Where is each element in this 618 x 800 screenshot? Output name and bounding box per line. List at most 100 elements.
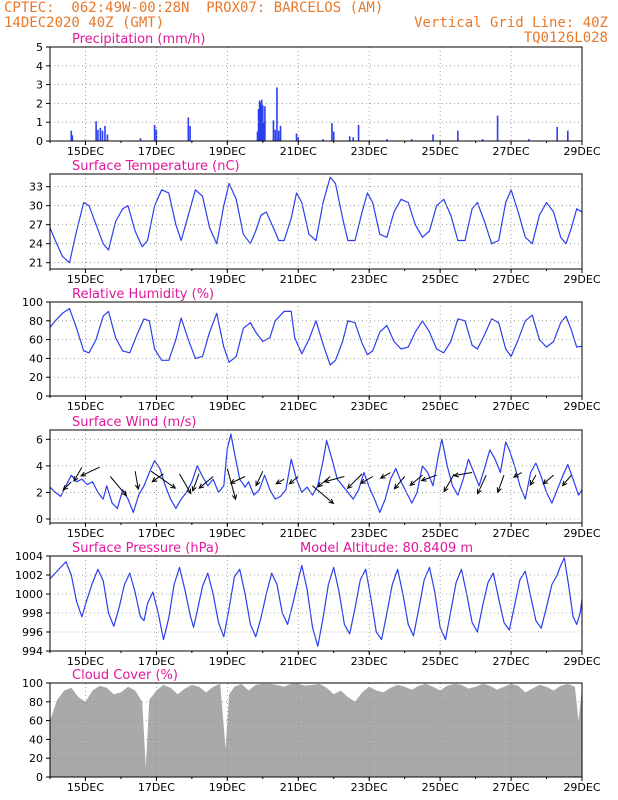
y-tick-label: 100 (22, 677, 43, 690)
precip-bar (262, 105, 264, 141)
cloud-title: Cloud Cover (%) (72, 668, 178, 683)
precip-bar (567, 130, 569, 141)
precip-bar (432, 134, 434, 141)
pres-frame (49, 555, 583, 652)
x-tick-label: 21DEC (280, 781, 317, 794)
precip-bar (279, 125, 282, 141)
x-tick-label: 17DEC (138, 145, 175, 158)
x-tick-label: 29DEC (563, 145, 600, 158)
precip-bar (97, 129, 99, 141)
wind-vector (346, 473, 363, 490)
wind-vector (512, 472, 522, 478)
wind-vector (62, 481, 72, 491)
x-tick-label: 15DEC (67, 655, 104, 668)
precip-bar (187, 117, 190, 141)
x-tick-label: 25DEC (422, 273, 459, 286)
y-tick-label: 80 (29, 315, 43, 328)
wind-vector (443, 473, 455, 493)
temp-frame (49, 173, 583, 270)
precip-bar (357, 125, 360, 141)
y-tick-label: 24 (29, 238, 43, 251)
rh-panel: 0 20 40 60 80 100 15DEC 17DEC 19DEC 21DEC 23DEC 25D… (22, 287, 601, 413)
y-tick-label: 27 (29, 219, 43, 232)
y-tick-label: 994 (22, 645, 43, 658)
pres-line (49, 557, 583, 647)
x-tick-label: 21DEC (280, 145, 317, 158)
precip-bar (496, 115, 499, 141)
x-tick-label: 25DEC (422, 655, 459, 668)
precip-bar (528, 139, 530, 141)
wind-vector (393, 476, 406, 490)
wind-vector (255, 470, 264, 487)
x-tick-label: 23DEC (351, 655, 388, 668)
wind-vector (420, 474, 437, 482)
x-tick-label: 21DEC (280, 273, 317, 286)
temp-panel: 21 24 27 30 33 15DEC 17DEC 19DEC 21DEC 23DEC 25DEC… (29, 159, 601, 286)
x-tick-label: 27DEC (493, 145, 530, 158)
y-tick-label: 1000 (15, 588, 43, 601)
precip-bar (277, 130, 280, 141)
y-tick-label: 60 (29, 334, 43, 347)
wind-title: Surface Wind (m/s) (72, 415, 196, 430)
y-tick-label: 3 (36, 79, 43, 92)
x-tick-label: 27DEC (493, 781, 530, 794)
precip-bar (104, 125, 106, 141)
wind-vector (542, 474, 554, 485)
y-tick-label: 2 (36, 486, 43, 499)
x-tick-label: 15DEC (67, 781, 104, 794)
y-tick-label: 998 (22, 607, 43, 620)
x-tick-label: 15DEC (67, 273, 104, 286)
x-tick-label: 17DEC (138, 781, 175, 794)
cloud-panel: 0 20 40 60 80 100 15DEC 17DEC 19DEC 21DEC 23DEC 25D… (22, 668, 601, 794)
wind-vector (288, 476, 299, 485)
wind-vector (561, 474, 572, 487)
precip-bar (332, 131, 335, 141)
x-tick-label: 19DEC (209, 273, 246, 286)
precip-bar (95, 121, 97, 141)
wind-vector (134, 471, 141, 491)
precip-bar (70, 130, 73, 141)
x-tick-label: 21DEC (280, 527, 317, 540)
wind-vector (109, 476, 128, 497)
wind-frame (49, 429, 583, 524)
wind-vector (359, 476, 373, 484)
precip-bar (139, 138, 142, 141)
y-tick-label: 2 (36, 97, 43, 110)
pres-panel: 994 996 998 1000 1002 1004 15DEC 17DEC 19DEC 21DE… (15, 541, 601, 668)
pres-title: Surface Pressure (hPa) (72, 541, 219, 556)
precip-bar (410, 139, 413, 141)
x-tick-label: 17DEC (138, 655, 175, 668)
y-tick-label: 996 (22, 626, 43, 639)
x-tick-label: 27DEC (493, 400, 530, 413)
x-tick-label: 23DEC (351, 781, 388, 794)
x-tick-label: 17DEC (138, 527, 175, 540)
precip-bar (352, 137, 355, 141)
precip-bar (457, 130, 459, 141)
precip-bar (189, 125, 191, 141)
precip-bar (258, 100, 261, 141)
precip-bar (386, 139, 388, 141)
x-tick-label: 23DEC (351, 273, 388, 286)
precip-bar (272, 120, 275, 141)
x-tick-label: 17DEC (138, 400, 175, 413)
x-tick-label: 19DEC (209, 145, 246, 158)
x-tick-label: 19DEC (209, 527, 246, 540)
run-id: TQ0126L028 (523, 30, 608, 46)
wind-vector (379, 472, 391, 479)
x-tick-label: 21DEC (280, 400, 317, 413)
x-tick-label: 19DEC (209, 655, 246, 668)
x-tick-label: 23DEC (351, 527, 388, 540)
y-tick-label: 1004 (15, 550, 43, 563)
precip-bar (71, 135, 74, 141)
precip-bar (322, 139, 324, 141)
y-tick-label: 4 (36, 60, 43, 73)
wind-vector (80, 466, 100, 477)
precip-bar (256, 131, 259, 141)
y-tick-label: 80 (29, 696, 43, 709)
wind-vector (198, 476, 214, 489)
wind-vector (496, 475, 505, 494)
y-tick-label: 33 (29, 181, 43, 194)
y-tick-label: 20 (29, 752, 43, 765)
precip-bar (264, 106, 266, 141)
y-tick-label: 1 (36, 116, 43, 129)
